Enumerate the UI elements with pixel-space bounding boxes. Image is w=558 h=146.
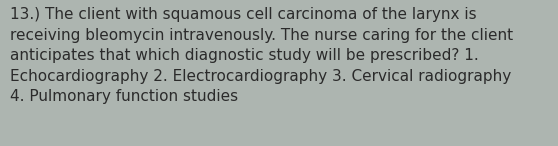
Text: 13.) The client with squamous cell carcinoma of the larynx is
receiving bleomyci: 13.) The client with squamous cell carci… <box>10 7 513 104</box>
